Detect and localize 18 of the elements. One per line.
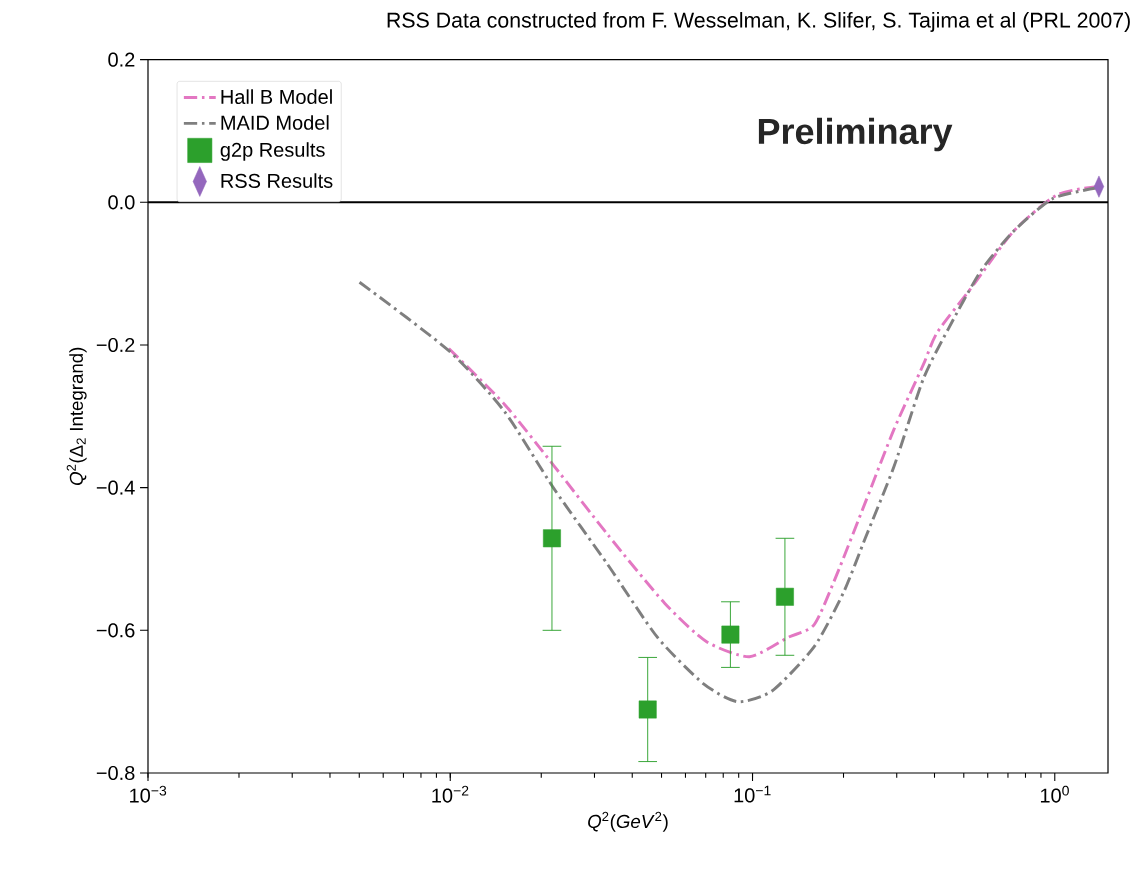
y-tick-label: 0.2	[108, 52, 135, 67]
y-tick-label: −0.6	[96, 623, 135, 638]
x-axis-title: Q$^{2}$(GeV$^{2}$)	[588, 811, 668, 832]
x-tick-label: 10$^{−2}$	[432, 785, 469, 803]
y-tick-label: −0.8	[96, 765, 135, 781]
x-tick-label: 10$^{0}$	[1040, 785, 1069, 803]
y-tick-label: 0.0	[108, 195, 135, 210]
legend-label: Hall B Model	[221, 89, 332, 104]
legend-label: g2p Results	[220, 142, 325, 161]
text: RSS Data constructed from F. Wesselman, K. Slifer, S. Tajima et al (PRL 2007)	[387, 12, 1130, 32]
y-axis-title: Q$^{2}$(Δ$_{2}$ Integrand)	[66, 347, 87, 486]
y-tick-label: −0.2	[96, 337, 135, 353]
legend-label: MAID Model	[221, 115, 329, 130]
x-tick-label: 10$^{−1}$	[734, 785, 771, 803]
annotation: Preliminary	[758, 117, 953, 152]
legend-label: RSS Results	[221, 173, 333, 188]
y-tick-label: −0.4	[96, 480, 135, 495]
x-tick-label: 10$^{−3}$	[130, 785, 167, 803]
